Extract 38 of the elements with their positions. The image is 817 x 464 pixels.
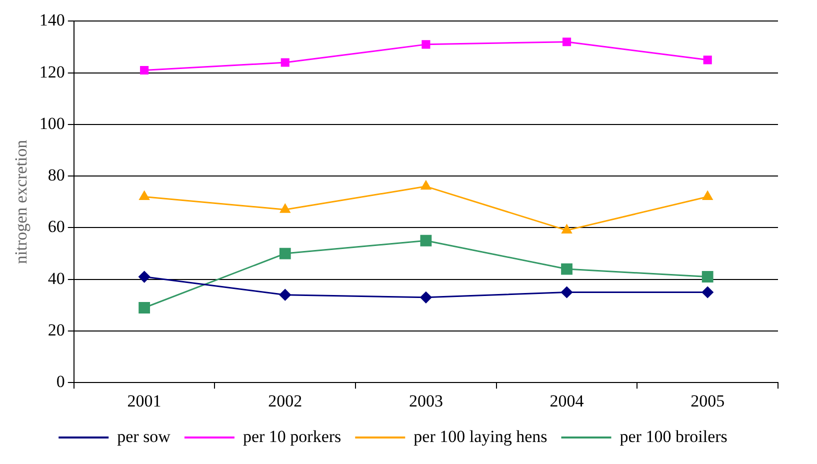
- x-tick-label: 2005: [690, 391, 725, 410]
- point: [562, 224, 572, 234]
- legend-label: per 100 laying hens: [414, 426, 548, 446]
- point: [702, 286, 714, 298]
- point: [420, 180, 432, 190]
- legend-label: per 100 broilers: [620, 426, 728, 446]
- point: [561, 286, 573, 298]
- point: [703, 56, 712, 64]
- point: [561, 263, 572, 275]
- point: [280, 204, 290, 213]
- point: [138, 302, 150, 314]
- point: [702, 190, 713, 200]
- x-tick-label: 2001: [127, 391, 162, 410]
- point: [139, 190, 150, 200]
- x-tick-label: 2004: [550, 391, 584, 410]
- point: [420, 292, 432, 304]
- point: [138, 271, 150, 283]
- legend-label: per sow: [117, 426, 172, 446]
- y-tick-label: 20: [48, 320, 65, 340]
- y-tick-label: 80: [48, 166, 65, 185]
- point: [422, 40, 430, 49]
- point: [140, 66, 149, 75]
- point: [562, 38, 572, 46]
- point: [280, 58, 290, 67]
- y-tick-label: 120: [39, 62, 65, 82]
- y-tick-label: 100: [39, 114, 65, 133]
- x-tick-label: 2002: [268, 391, 302, 410]
- point: [279, 289, 291, 301]
- point: [420, 234, 432, 246]
- x-tick-label: 2003: [408, 391, 443, 410]
- y-tick-label: 140: [39, 10, 65, 30]
- y-tick-label: 40: [48, 268, 65, 288]
- legend-label: per 10 porkers: [242, 426, 342, 446]
- point: [702, 271, 714, 282]
- point: [279, 248, 291, 260]
- y-axis-title: nitrogen excretion: [12, 139, 31, 264]
- y-tick-label: 60: [48, 217, 65, 236]
- y-tick-label: 0: [56, 372, 65, 392]
